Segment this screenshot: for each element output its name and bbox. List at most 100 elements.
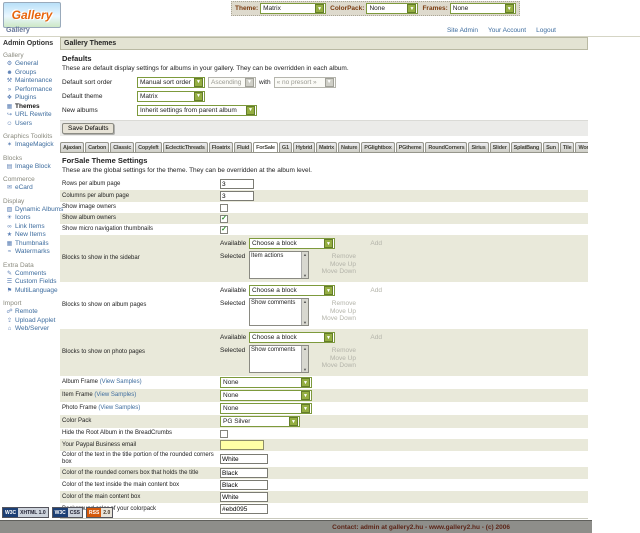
content-text-color-input[interactable] <box>220 480 268 490</box>
tab-g1[interactable]: G1 <box>278 142 292 152</box>
tab-ajaxian[interactable]: Ajaxian <box>60 142 85 152</box>
new-albums-select[interactable]: Inherit settings from parent album <box>137 104 257 116</box>
sidebar-item-custom-fields[interactable]: ☰ Custom Fields <box>6 278 57 285</box>
xhtml-badge[interactable]: W3C XHTML 1.0 <box>2 507 49 518</box>
photo-pages-blocks-available-select[interactable]: Choose a block <box>249 332 335 343</box>
sidebar-item-upload-applet[interactable]: ⇪ Upload Applet <box>6 316 56 324</box>
item-frame-view-samples-link[interactable]: (View Samples) <box>94 392 137 398</box>
photo-pages-blocks-remove-action[interactable]: Remove <box>331 347 356 354</box>
sidebar-item-remote[interactable]: ☍ Remote <box>6 308 38 315</box>
show-album-owners-checkbox[interactable] <box>220 214 228 223</box>
title-text-color-input[interactable] <box>220 454 268 464</box>
sidebar-blocks-move-up-action[interactable]: Move Up <box>329 260 356 268</box>
css-badge[interactable]: W3C CSS <box>51 507 83 518</box>
colorpack-select[interactable]: None <box>366 3 419 14</box>
site-admin-link[interactable]: Site Admin <box>446 27 479 34</box>
album-pages-blocks-remove-action[interactable]: Remove <box>331 300 356 307</box>
sidebar-item-watermarks[interactable]: ≈ Watermarks <box>7 248 50 255</box>
sidebar-item-multilanguage[interactable]: ⚑ MultiLanguage <box>6 286 58 294</box>
tab-forsale[interactable]: ForSale <box>253 142 278 152</box>
sidebar-item-general[interactable]: ⚙ General <box>6 60 39 67</box>
album-pages-blocks-add-action[interactable]: Add <box>370 287 382 294</box>
sidebar-blocks-move-down-action[interactable]: Move Down <box>321 268 356 275</box>
tab-matrix[interactable]: Matrix <box>316 142 338 152</box>
tab-sun[interactable]: Sun <box>543 142 559 152</box>
sidebar-item-themes[interactable]: ▦ Themes <box>6 102 40 110</box>
listbox-scrollbar[interactable] <box>301 252 308 278</box>
tab-floatrix[interactable]: Floatrix <box>208 142 233 152</box>
sidebar-item-icons[interactable]: ☀ Icons <box>6 214 31 221</box>
album-frame-view-samples-link[interactable]: (View Samples) <box>99 379 142 385</box>
sidebar-item-comments[interactable]: ✎ Comments <box>6 269 47 277</box>
sidebar-item-users[interactable]: ☺ Users <box>6 119 32 127</box>
breadcrumb[interactable]: Gallery <box>6 27 30 34</box>
tab-copyleft[interactable]: Copyleft <box>135 142 162 152</box>
rss-badge[interactable]: RSS 2.0 <box>86 507 114 518</box>
sidebar-item-performance[interactable]: » Performance <box>7 85 53 93</box>
save-defaults-button[interactable]: Save Defaults <box>62 123 115 134</box>
sidebar-item-plugins[interactable]: ❖ Plugins <box>6 94 37 101</box>
tab-sirius[interactable]: Sirius <box>468 142 489 152</box>
color-pack-select[interactable]: PG Silver <box>220 416 300 427</box>
album-pages-blocks-selected-listbox[interactable]: Show comments <box>249 298 309 326</box>
colorpack-bg-color-input[interactable] <box>220 504 268 514</box>
listbox-scrollbar[interactable] <box>301 346 308 372</box>
sidebar-item-maintenance[interactable]: ⚒ Maintenance <box>6 77 53 84</box>
sidebar-item-thumbnails[interactable]: ▦ Thumbnails <box>6 239 49 247</box>
tab-nature[interactable]: Nature <box>338 142 361 152</box>
tab-tile[interactable]: Tile <box>559 142 575 152</box>
tab-eclecticthreads[interactable]: EclecticThreads <box>162 142 208 152</box>
tab-pgtheme[interactable]: PGtheme <box>395 142 425 152</box>
columns-per-album-page-input[interactable] <box>220 191 254 201</box>
table-row: Color Pack PG Silver <box>60 415 588 428</box>
sidebar-item-link-items[interactable]: ∞ Link Items <box>7 222 45 230</box>
sidebar-item-ecard[interactable]: ✉ eCard <box>6 184 33 191</box>
tab-roundcorners[interactable]: RoundCorners <box>425 142 468 152</box>
photo-frame-select[interactable]: None <box>220 403 312 414</box>
album-pages-blocks-move-up-action[interactable]: Move Up <box>329 307 356 315</box>
sidebar-item-imagemagick[interactable]: ✶ ImageMagick <box>6 141 54 148</box>
default-theme-select[interactable]: Matrix <box>137 90 205 102</box>
logout-link[interactable]: Logout <box>536 27 556 34</box>
frames-select[interactable]: None <box>449 3 516 14</box>
photo-frame-view-samples-link[interactable]: (View Samples) <box>98 405 141 411</box>
tab-classic[interactable]: Classic <box>110 142 135 152</box>
gallery-logo[interactable]: Gallery <box>3 2 61 28</box>
sidebar-blocks-selected-listbox[interactable]: Item actions <box>249 251 309 279</box>
sidebar-blocks-add-action[interactable]: Add <box>370 240 382 247</box>
content-box-color-input[interactable] <box>220 492 268 502</box>
tab-hybrid[interactable]: Hybrid <box>292 142 316 152</box>
photo-pages-blocks-move-down-action[interactable]: Move Down <box>321 362 356 369</box>
sidebar-blocks-remove-action[interactable]: Remove <box>331 253 356 260</box>
photo-pages-blocks-move-up-action[interactable]: Move Up <box>329 354 356 362</box>
album-pages-blocks-move-down-action[interactable]: Move Down <box>321 315 356 322</box>
album-frame-select[interactable]: None <box>220 377 312 388</box>
default-sort-order-select[interactable]: Manual sort order <box>137 76 205 88</box>
sidebar-blocks-available-select[interactable]: Choose a block <box>249 238 335 249</box>
tab-fluid[interactable]: Fluid <box>233 142 253 152</box>
sidebar-item-web-server[interactable]: ⌂ Web/Server <box>7 325 50 332</box>
your-account-link[interactable]: Your Account <box>488 27 527 34</box>
tab-carbon[interactable]: Carbon <box>85 142 110 152</box>
title-box-color-input[interactable] <box>220 468 268 478</box>
theme-select[interactable]: Matrix <box>260 3 327 14</box>
sidebar-item-groups[interactable]: ☻ Groups <box>6 68 37 76</box>
listbox-scrollbar[interactable] <box>301 299 308 325</box>
tab-pglightbox[interactable]: PGlightbox <box>361 142 395 152</box>
sidebar-item-dynamic-albums[interactable]: ▧ Dynamic Albums <box>6 205 64 213</box>
rows-per-album-page-input[interactable] <box>220 179 254 189</box>
show-image-owners-checkbox[interactable] <box>220 203 228 212</box>
item-frame-select[interactable]: None <box>220 390 312 401</box>
sidebar-item-new-items[interactable]: ★ New Items <box>6 231 46 238</box>
tab-slider[interactable]: Slider <box>489 142 510 152</box>
sidebar-item-image-block[interactable]: ▤ Image Block <box>6 162 51 170</box>
hide-root-album-checkbox[interactable] <box>220 429 228 438</box>
tab-splatbang[interactable]: SplatBang <box>510 142 543 152</box>
photo-pages-blocks-selected-listbox[interactable]: Show comments <box>249 345 309 373</box>
show-micro-nav-thumbnails-checkbox[interactable] <box>220 225 228 234</box>
album-pages-blocks-available-select[interactable]: Choose a block <box>249 285 335 296</box>
sidebar-item-url-rewrite[interactable]: ↪ URL Rewrite <box>6 111 52 118</box>
tab-wordpressembedded[interactable]: WordpressEmbedded <box>575 142 588 152</box>
photo-pages-blocks-add-action[interactable]: Add <box>370 334 382 341</box>
paypal-email-input[interactable] <box>220 440 264 450</box>
